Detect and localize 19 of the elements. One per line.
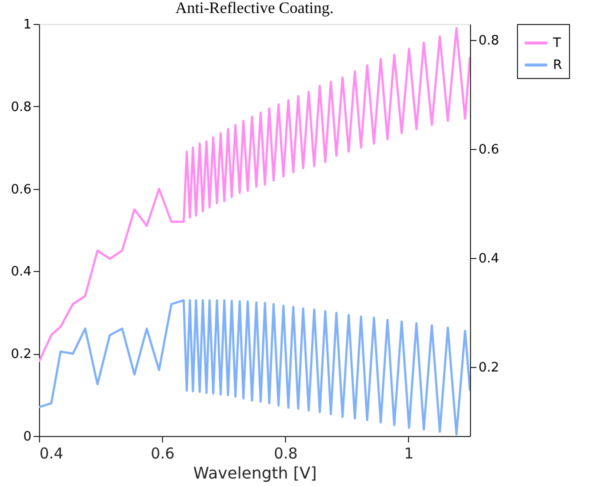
legend-label: T bbox=[552, 36, 561, 51]
y-tick-label: 0.2 bbox=[10, 347, 32, 362]
y2-tick-label: 0.2 bbox=[478, 360, 500, 376]
x-tick-label: 0.4 bbox=[40, 444, 64, 462]
x-tick-label: 0.6 bbox=[150, 444, 175, 462]
y2-tick-label: 0.4 bbox=[478, 251, 500, 266]
y-tick-label: 0 bbox=[23, 430, 32, 444]
y-tick-label: 0.4 bbox=[10, 264, 32, 280]
y-tick-label: 1 bbox=[23, 18, 32, 32]
x-tick-label: 1 bbox=[404, 444, 414, 462]
y2-tick-label: 0.6 bbox=[478, 142, 500, 158]
chart-title: Anti-Reflective Coating. bbox=[175, 0, 334, 17]
y-tick-label: 0.6 bbox=[10, 182, 32, 198]
y2-tick-label: 0.8 bbox=[478, 33, 500, 48]
x-tick-label: 0.8 bbox=[274, 444, 298, 462]
line-series bbox=[39, 27, 470, 363]
x-axis-title: Wavelength [V] bbox=[193, 464, 317, 482]
legend-label: R bbox=[553, 58, 562, 73]
y-tick-label: 0.8 bbox=[10, 100, 32, 115]
